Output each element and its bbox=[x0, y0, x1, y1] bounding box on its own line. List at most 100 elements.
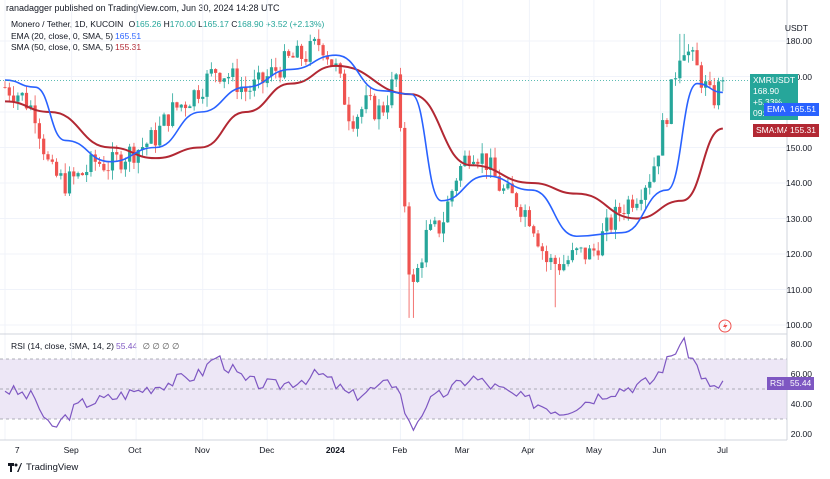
candle-body bbox=[24, 92, 29, 109]
candle-body bbox=[493, 157, 497, 177]
candle-body bbox=[308, 41, 312, 62]
candle-body bbox=[325, 55, 329, 60]
candle-body bbox=[158, 125, 162, 146]
candle-body bbox=[403, 127, 407, 207]
candle-body bbox=[119, 154, 123, 170]
candle-body bbox=[471, 161, 476, 164]
candle-body bbox=[123, 161, 127, 170]
candle-body bbox=[115, 152, 119, 155]
candle-body bbox=[274, 67, 278, 71]
candle-body bbox=[304, 58, 308, 62]
candle-body bbox=[622, 213, 626, 215]
candle-body bbox=[635, 203, 639, 208]
candle-body bbox=[209, 69, 213, 74]
candle-body bbox=[321, 45, 325, 56]
candle-body bbox=[523, 210, 527, 217]
candle-body bbox=[149, 130, 153, 144]
time-tick-label: Feb bbox=[392, 445, 408, 455]
candle-body bbox=[278, 70, 282, 78]
candle-body bbox=[226, 76, 231, 79]
candle-body bbox=[282, 51, 287, 78]
candle-body bbox=[424, 229, 428, 263]
candle-body bbox=[609, 217, 613, 230]
candle-body bbox=[721, 80, 725, 82]
candle-body bbox=[347, 104, 351, 122]
candle-body bbox=[166, 114, 170, 126]
candle-body bbox=[136, 149, 140, 163]
candle-body bbox=[201, 96, 205, 99]
candle-body bbox=[377, 105, 381, 120]
candle-body bbox=[411, 274, 415, 282]
candle-body bbox=[639, 199, 643, 204]
candle-body bbox=[63, 173, 67, 194]
candle-body bbox=[351, 121, 355, 129]
candle-body bbox=[437, 220, 441, 234]
candle-body bbox=[214, 69, 218, 73]
currency-label: USDT bbox=[784, 23, 808, 33]
candle-body bbox=[691, 50, 695, 52]
candle-body bbox=[37, 123, 41, 139]
candle-body bbox=[454, 180, 458, 192]
sma-line bbox=[4, 64, 724, 220]
candle-body bbox=[205, 73, 209, 97]
rsi-level-lines bbox=[0, 358, 787, 420]
candle-body bbox=[566, 260, 570, 265]
candle-body bbox=[570, 250, 575, 261]
lightning-icon[interactable] bbox=[718, 319, 732, 333]
rsi-legend[interactable]: RSI (14, close, SMA, 14, 2) 55.44 ∅ ∅ ∅ ∅ bbox=[11, 341, 180, 351]
candle-body bbox=[128, 146, 132, 162]
price-tick-label: 180.00 bbox=[786, 36, 812, 46]
candle-body bbox=[179, 104, 183, 108]
rsi-value-tag: 55.44 bbox=[787, 377, 815, 390]
candle-body bbox=[575, 248, 579, 251]
price-tick-label: 120.00 bbox=[786, 249, 812, 259]
candle-body bbox=[643, 187, 648, 200]
candle-body bbox=[355, 116, 360, 129]
candle-body bbox=[398, 74, 403, 128]
candle-body bbox=[50, 159, 54, 162]
candle-body bbox=[583, 247, 587, 260]
candle-body bbox=[476, 161, 480, 164]
candle-body bbox=[613, 206, 617, 230]
candle-body bbox=[510, 183, 514, 194]
candle-body bbox=[287, 51, 291, 56]
candle-body bbox=[222, 78, 226, 82]
candle-body bbox=[299, 45, 304, 59]
ohlc-readout: O165.26 H170.00 L165.17 C168.90 +3.52 (+… bbox=[128, 19, 325, 29]
candle-body bbox=[342, 73, 347, 105]
ema-name-tag: EMA bbox=[764, 103, 789, 116]
sma-name-tag: SMA:MA bbox=[753, 124, 793, 137]
candle-body bbox=[11, 95, 16, 102]
price-tick-label: 110.00 bbox=[786, 284, 812, 295]
rsi-tick-label: 40.00 bbox=[790, 399, 812, 409]
candle-body bbox=[269, 67, 274, 77]
candle-body bbox=[330, 59, 334, 66]
candle-body bbox=[80, 173, 84, 176]
candle-body bbox=[102, 163, 106, 171]
candle-body bbox=[489, 157, 493, 170]
time-tick-label: Nov bbox=[194, 445, 210, 455]
candle-body bbox=[244, 86, 248, 92]
candle-body bbox=[712, 85, 716, 106]
candle-body bbox=[596, 250, 600, 256]
candle-body bbox=[183, 104, 188, 109]
candle-body bbox=[592, 248, 596, 251]
candle-body bbox=[514, 193, 519, 208]
sma-legend[interactable]: SMA (50, close, 0, SMA, 5) 155.31 bbox=[11, 42, 142, 52]
candle-body bbox=[562, 264, 566, 271]
candle-body bbox=[192, 90, 196, 107]
time-tick-label: Oct bbox=[128, 445, 142, 455]
candle-body bbox=[188, 106, 192, 109]
candle-body bbox=[295, 45, 299, 58]
tradingview-logo[interactable]: TradingView bbox=[8, 462, 78, 473]
candle-body bbox=[29, 105, 33, 109]
candle-body bbox=[89, 154, 93, 172]
candle-body bbox=[394, 74, 398, 80]
candle-body bbox=[7, 87, 11, 96]
candle-body bbox=[385, 105, 390, 113]
candle-body bbox=[497, 176, 501, 191]
candle-body bbox=[484, 153, 489, 170]
ema-legend[interactable]: EMA (20, close, 0, SMA, 5) 165.51 bbox=[11, 31, 142, 41]
time-tick-label: Apr bbox=[521, 445, 535, 455]
